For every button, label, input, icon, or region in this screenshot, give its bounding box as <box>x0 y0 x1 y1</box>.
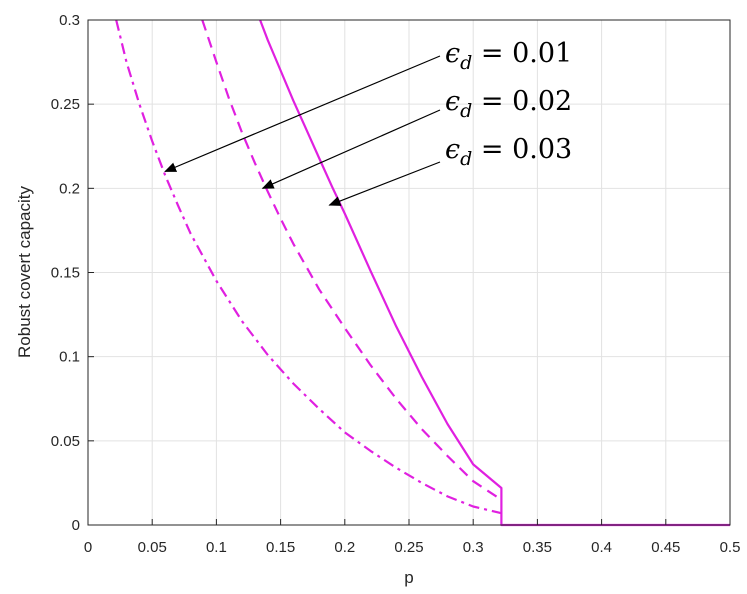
x-tick-label: 0.1 <box>206 539 227 556</box>
y-tick-label: 0 <box>72 517 80 534</box>
y-axis: 0 0.05 0.1 0.15 0.2 0.25 0.3 <box>51 12 94 534</box>
series-line-1 <box>115 19 502 515</box>
x-tick-label: 0.4 <box>591 539 612 556</box>
annotation-label: ϵd = 0.03 <box>445 134 572 170</box>
x-tick-label: 0.2 <box>334 539 355 556</box>
x-axis: 0 0.05 0.1 0.15 0.2 0.25 0.3 0.35 0.4 0.45 0.5 <box>84 519 741 556</box>
y-tick-label: 0.15 <box>51 265 80 282</box>
annotation-label: ϵd = 0.02 <box>445 86 572 122</box>
y-tick-label: 0.05 <box>51 433 80 450</box>
y-axis-label: Robust covert capacity <box>15 186 34 358</box>
x-tick-label: 0.45 <box>651 539 680 556</box>
y-tick-label: 0.2 <box>59 180 80 197</box>
x-tick-label: 0.3 <box>463 539 484 556</box>
x-tick-label: 0.05 <box>138 539 167 556</box>
x-tick-label: 0.15 <box>266 539 295 556</box>
annotation-label: ϵd = 0.01 <box>445 38 572 74</box>
y-tick-label: 0.3 <box>59 12 80 29</box>
series-layer <box>115 19 730 527</box>
y-tick-label: 0.25 <box>51 96 80 113</box>
annotation-arrow <box>261 109 441 189</box>
annotations: ϵd = 0.01 ϵd = 0.02 ϵd = 0.03 <box>164 38 572 206</box>
x-tick-label: 0 <box>84 539 92 556</box>
series-line-2 <box>201 19 503 501</box>
x-tick-label: 0.35 <box>523 539 552 556</box>
x-tick-label: 0.5 <box>720 539 741 556</box>
y-tick-label: 0.1 <box>59 349 80 366</box>
annotation-arrow <box>328 161 441 206</box>
annotation-arrow <box>164 55 441 173</box>
x-axis-label: p <box>404 568 413 587</box>
series-line-3 <box>259 19 730 527</box>
x-tick-label: 0.25 <box>394 539 423 556</box>
